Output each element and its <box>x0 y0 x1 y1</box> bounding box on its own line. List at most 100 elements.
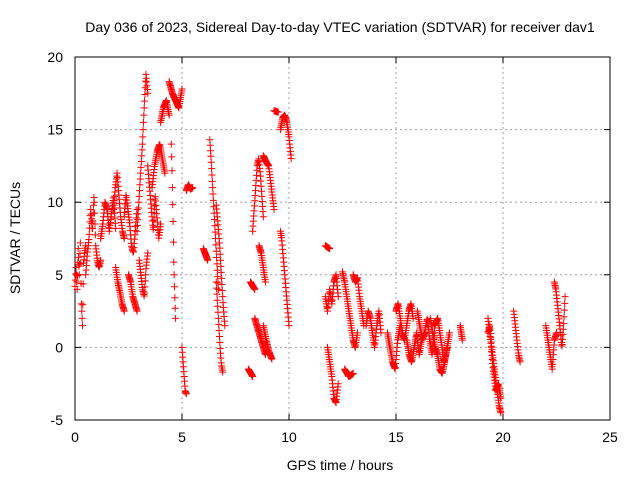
data-point <box>142 77 150 85</box>
data-point <box>171 294 179 302</box>
data-point <box>214 314 222 322</box>
data-point <box>97 256 105 264</box>
data-point <box>120 235 128 242</box>
data-point <box>213 296 221 304</box>
y-tick-label: 20 <box>47 49 63 65</box>
data-point <box>377 329 385 337</box>
y-tick-label: 10 <box>47 194 63 210</box>
data-point <box>75 271 83 279</box>
data-point <box>140 104 148 112</box>
x-tick-label: 5 <box>178 429 186 445</box>
data-point <box>149 223 157 231</box>
data-point <box>560 313 568 321</box>
data-point <box>141 90 149 98</box>
data-point <box>218 274 226 282</box>
data-point <box>213 254 221 262</box>
data-point <box>91 209 99 217</box>
data-point <box>334 293 342 301</box>
data-point <box>170 258 178 266</box>
data-point <box>178 85 186 93</box>
data-point <box>211 222 219 230</box>
data-point <box>497 409 505 417</box>
data-point <box>161 169 169 177</box>
data-point <box>142 271 150 279</box>
data-point <box>213 266 221 274</box>
data-point <box>287 155 295 163</box>
data-point <box>409 314 417 322</box>
data-point <box>73 278 81 286</box>
data-point <box>443 343 451 351</box>
data-point <box>213 290 221 298</box>
data-point <box>221 322 229 330</box>
data-point <box>78 307 86 315</box>
data-point <box>168 184 176 192</box>
data-point <box>207 158 215 166</box>
data-point <box>209 196 217 204</box>
data-point <box>141 97 149 105</box>
y-tick-label: 5 <box>55 267 63 283</box>
y-tick-label: -5 <box>51 412 64 428</box>
plot-area-border <box>74 56 611 421</box>
data-point <box>90 201 98 209</box>
data-point <box>85 230 93 238</box>
grid-lines <box>75 57 610 420</box>
data-point <box>560 320 568 328</box>
data-point <box>133 307 141 315</box>
x-tick-label: 0 <box>71 429 79 445</box>
data-point <box>72 264 80 272</box>
data-point <box>120 307 128 315</box>
x-tick-label: 15 <box>388 429 404 445</box>
data-point <box>140 111 148 119</box>
data-point <box>561 293 569 301</box>
x-axis-title: GPS time / hours <box>287 457 394 473</box>
data-points <box>71 70 569 417</box>
data-point <box>168 153 176 161</box>
data-point <box>73 285 81 293</box>
data-point <box>217 268 225 276</box>
data-point <box>213 284 221 292</box>
data-point <box>209 184 217 192</box>
data-point <box>91 220 99 228</box>
data-point <box>212 241 220 249</box>
data-point <box>75 253 83 261</box>
data-point <box>458 336 466 344</box>
data-point <box>74 245 82 253</box>
data-point <box>73 272 81 280</box>
data-point <box>285 322 293 330</box>
data-point <box>78 314 86 322</box>
data-point <box>157 220 165 228</box>
data-point <box>79 280 87 288</box>
data-point <box>560 306 568 314</box>
data-point <box>516 358 524 366</box>
data-point <box>214 285 222 293</box>
data-point <box>497 394 505 402</box>
data-point <box>144 249 152 257</box>
data-point <box>214 273 222 281</box>
data-point <box>218 280 226 288</box>
data-point <box>76 239 84 247</box>
data-point <box>165 111 173 119</box>
data-point <box>214 279 222 287</box>
data-point <box>215 326 223 334</box>
data-point <box>274 108 282 116</box>
data-point <box>138 140 146 148</box>
data-point <box>170 271 178 279</box>
data-point <box>141 289 149 297</box>
data-point <box>215 333 223 341</box>
data-point <box>446 329 453 337</box>
data-point <box>215 320 223 328</box>
data-point <box>141 277 149 285</box>
data-point <box>168 167 176 175</box>
data-point <box>216 244 224 252</box>
data-point <box>204 256 212 264</box>
data-point <box>169 238 177 246</box>
x-tick-label: 10 <box>281 429 297 445</box>
data-point <box>90 198 98 206</box>
data-point <box>334 380 342 388</box>
data-point <box>171 283 179 291</box>
data-point <box>214 302 222 310</box>
x-tick-label: 25 <box>602 429 618 445</box>
data-point <box>144 89 152 97</box>
y-tick-label: 15 <box>47 122 63 138</box>
